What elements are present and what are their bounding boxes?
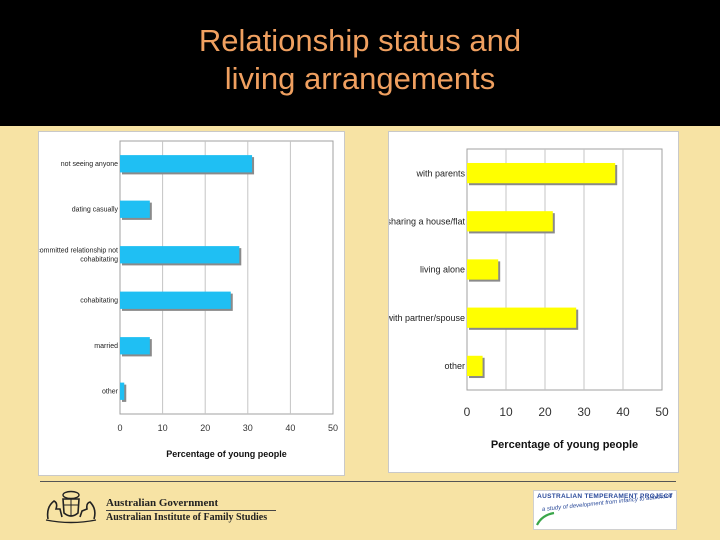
x-tick-label: 40	[616, 405, 630, 419]
bar-1-3	[467, 307, 577, 328]
x-tick-label: 20	[538, 405, 552, 419]
x-tick-label: 50	[328, 423, 338, 433]
living-arrangements-chart: 0 10 20 30 40 50 with parents sharing a house/f…	[389, 148, 669, 451]
slide-title: Relationship status and living arrangeme…	[0, 22, 720, 98]
footer-divider	[40, 481, 676, 482]
x-tick-label: 30	[577, 405, 591, 419]
bar-0-0	[120, 155, 253, 173]
bar-0-5	[120, 382, 125, 400]
x-tick-label: 10	[158, 423, 168, 433]
x-tick-label: 20	[200, 423, 210, 433]
slide-title-line1: Relationship status and	[198, 23, 522, 58]
category-label: living alone	[420, 265, 465, 275]
category-label: other	[444, 361, 465, 371]
bar-1-2	[467, 259, 499, 280]
category-label: with partner/spouse	[389, 313, 465, 323]
plot-area	[119, 140, 334, 415]
bar-0-4	[120, 337, 150, 355]
x-axis-label: Percentage of young people	[491, 439, 638, 451]
x-tick-label: 40	[285, 423, 295, 433]
swoosh-icon	[536, 511, 555, 526]
atp-logo: AUSTRALIAN TEMPERAMENT PROJECT a study o…	[533, 490, 677, 530]
relationship-status-chart: 0 10 20 30 40 50 not seeing anyone dating casua…	[39, 140, 338, 459]
gov-rule	[106, 510, 276, 511]
relationship-status-chart-panel: 0 10 20 30 40 50 not seeing anyone dating casua…	[38, 131, 345, 476]
title-banner: Relationship status and living arrangeme…	[0, 0, 720, 126]
living-arrangements-chart-panel: 0 10 20 30 40 50 with parents sharing a house/f…	[388, 131, 679, 473]
category-label: cohabitating	[80, 298, 118, 305]
x-tick-label: 10	[499, 405, 513, 419]
category-label: cohabitating	[80, 257, 118, 264]
atp-title: AUSTRALIAN TEMPERAMENT PROJECT	[537, 493, 673, 500]
x-tick-label: 0	[117, 423, 122, 433]
bar-0-3	[120, 291, 231, 309]
x-tick-label: 30	[243, 423, 253, 433]
bar-1-4	[467, 355, 483, 377]
category-label: sharing a house/flat	[389, 216, 465, 226]
coat-of-arms-icon	[45, 490, 97, 524]
category-label: with parents	[415, 168, 465, 178]
x-tick-label: 50	[655, 405, 669, 419]
australian-government-logo: Australian Government Australian Institu…	[42, 487, 282, 527]
bar-0-1	[120, 200, 150, 218]
category-label: other	[102, 389, 119, 396]
gov-name: Australian Government	[106, 497, 219, 509]
x-axis-label: Percentage of young people	[166, 449, 287, 459]
bar-1-1	[467, 211, 553, 232]
category-label: dating casually	[72, 207, 119, 214]
category-label: not seeing anyone	[61, 161, 118, 168]
category-label: married	[94, 343, 118, 350]
category-label: committed relationship not	[39, 248, 118, 255]
bar-0-2	[120, 246, 240, 264]
institute-name: Australian Institute of Family Studies	[106, 512, 268, 523]
slide-title-line2: living arrangements	[224, 61, 496, 96]
x-tick-label: 0	[464, 405, 471, 419]
bar-1-0	[467, 162, 616, 184]
